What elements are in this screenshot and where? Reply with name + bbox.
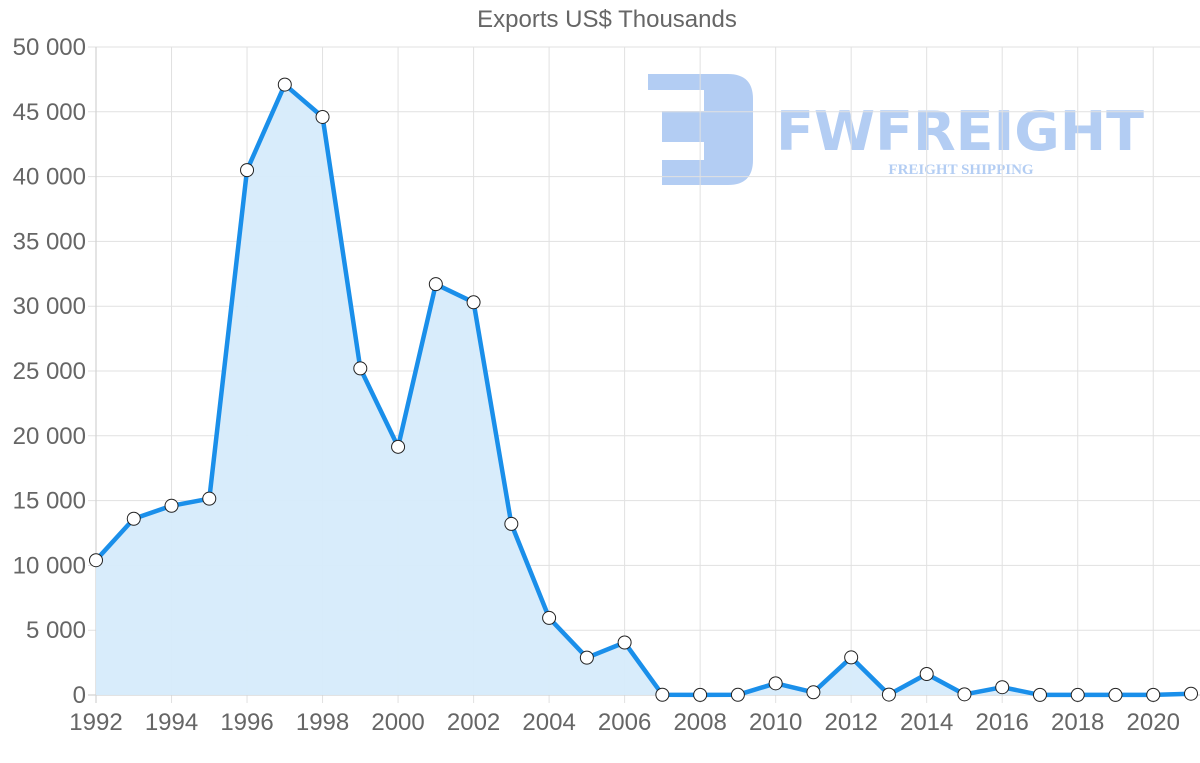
data-point-2014[interactable] xyxy=(919,667,934,682)
y-tick-label: 15 000 xyxy=(13,488,86,515)
data-point-2007[interactable] xyxy=(655,687,670,702)
x-tick-label: 2000 xyxy=(371,709,424,736)
y-tick-label: 30 000 xyxy=(13,293,86,320)
y-tick-label: 20 000 xyxy=(13,423,86,450)
x-tick-label: 1994 xyxy=(145,709,198,736)
data-point-2017[interactable] xyxy=(1032,687,1047,702)
y-tick-label: 5 000 xyxy=(26,617,86,644)
x-tick-label: 2006 xyxy=(598,709,651,736)
x-tick-label: 1996 xyxy=(220,709,273,736)
y-tick-label: 45 000 xyxy=(13,99,86,126)
data-point-2001[interactable] xyxy=(428,277,443,292)
x-tick-label: 2016 xyxy=(976,709,1029,736)
data-point-2012[interactable] xyxy=(844,650,859,665)
x-tick-label: 1998 xyxy=(296,709,349,736)
y-tick-label: 10 000 xyxy=(13,552,86,579)
data-point-1997[interactable] xyxy=(277,77,292,92)
y-tick-label: 50 000 xyxy=(13,34,86,61)
data-point-2003[interactable] xyxy=(504,516,519,531)
x-tick-label: 1992 xyxy=(69,709,122,736)
data-point-markers xyxy=(89,77,1198,702)
y-axis-ticks: 0 5 000 10 000 15 000 20 000 25 000 30 000 35 0… xyxy=(13,34,86,709)
data-point-2006[interactable] xyxy=(617,635,632,650)
x-axis-ticks: 1992 1994 1996 1998 2000 2002 2004 2006 2008 2010… xyxy=(69,709,1180,736)
watermark-brand: FWFREIGHT xyxy=(776,100,1144,163)
data-point-2018[interactable] xyxy=(1070,687,1085,702)
y-tick-label: 0 xyxy=(73,682,86,709)
data-point-1998[interactable] xyxy=(315,109,330,124)
y-tick-label: 35 000 xyxy=(13,228,86,255)
x-tick-label: 2002 xyxy=(447,709,500,736)
data-point-2010[interactable] xyxy=(768,676,783,691)
x-tick-label: 2018 xyxy=(1051,709,1104,736)
data-point-2002[interactable] xyxy=(466,295,481,310)
data-point-1992[interactable] xyxy=(89,553,103,568)
area-fill xyxy=(96,84,1191,696)
x-tick-label: 2004 xyxy=(522,709,575,736)
data-point-1996[interactable] xyxy=(240,163,255,178)
data-point-1999[interactable] xyxy=(353,361,368,376)
data-point-2020[interactable] xyxy=(1146,687,1161,702)
data-point-2005[interactable] xyxy=(579,650,594,665)
data-point-2009[interactable] xyxy=(730,687,745,702)
data-point-2011[interactable] xyxy=(806,685,821,700)
x-tick-label: 2010 xyxy=(749,709,802,736)
data-point-2008[interactable] xyxy=(693,687,708,702)
data-point-1995[interactable] xyxy=(202,491,217,506)
chart-title: Exports US$ Thousands xyxy=(477,6,737,33)
data-point-1993[interactable] xyxy=(126,511,141,526)
x-tick-label: 2020 xyxy=(1127,709,1180,736)
data-point-2013[interactable] xyxy=(881,687,896,702)
data-point-2015[interactable] xyxy=(957,687,972,702)
data-point-2000[interactable] xyxy=(391,439,406,454)
watermark-logo: FWFREIGHT FREIGHT SHIPPING xyxy=(648,74,1144,185)
x-tick-label: 2014 xyxy=(900,709,953,736)
x-tick-label: 2012 xyxy=(824,709,877,736)
x-tick-label: 2008 xyxy=(673,709,726,736)
watermark-tagline: FREIGHT SHIPPING xyxy=(888,162,1033,178)
y-tick-label: 25 000 xyxy=(13,358,86,385)
data-point-2016[interactable] xyxy=(995,680,1010,695)
data-point-2021[interactable] xyxy=(1184,686,1198,701)
data-point-1994[interactable] xyxy=(164,498,179,513)
y-tick-label: 40 000 xyxy=(13,164,86,191)
data-point-2004[interactable] xyxy=(542,610,557,625)
data-point-2019[interactable] xyxy=(1108,687,1123,702)
